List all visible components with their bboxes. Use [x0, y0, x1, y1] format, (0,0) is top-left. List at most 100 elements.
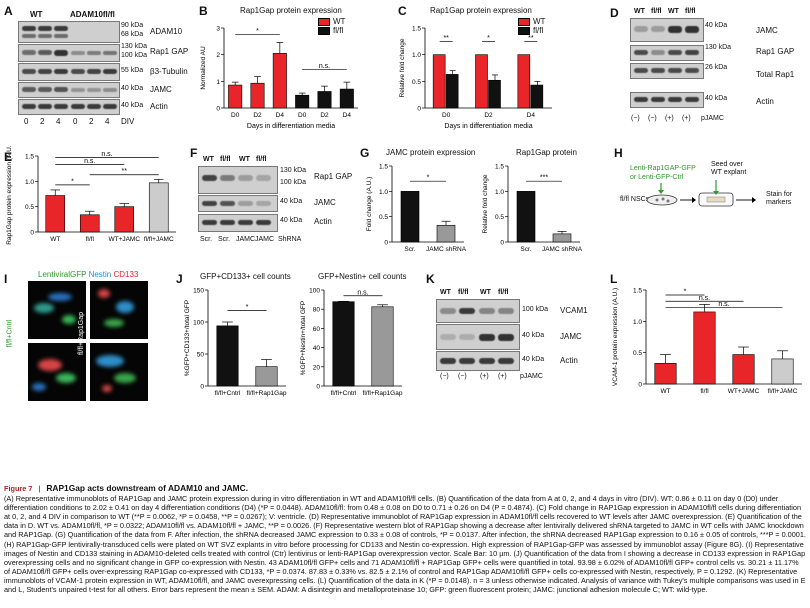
div-a-4b: 4 [105, 117, 110, 126]
marker-a-40b: 40 kDa [121, 102, 144, 109]
blot-band [440, 358, 456, 364]
cell-blob [104, 319, 124, 327]
panel-label-k: K [426, 272, 435, 286]
bar [488, 79, 501, 109]
blot-band [38, 104, 52, 109]
cell-blob [114, 373, 136, 383]
chart-j-right: 0 20 40 60 80 100%GFP+Nestin+/total GFP fl/fl+… [300, 288, 403, 398]
bar [771, 358, 794, 385]
bar [332, 301, 355, 387]
caption-heading: Figure 7 | RAP1Gap acts downstream of AD… [4, 483, 806, 494]
chart-g-right-title: Rap1Gap protein [516, 148, 577, 157]
y-tick-label: 1.0 [25, 179, 34, 186]
h-arrowhead-right [692, 197, 696, 203]
treat-k-label: pJAMC [520, 373, 543, 380]
y-tick-label: 1.0 [495, 189, 504, 196]
significance-label: * [684, 289, 687, 296]
y-tick-label: 0.5 [633, 350, 642, 357]
h-schematic [646, 180, 756, 207]
y-tick-label: 0 [200, 384, 204, 391]
legend-c-wt: WT [533, 17, 546, 26]
chart-g-right: 0 0.5 1.0 1.5 Relative fold change Scr. JAMC s… [482, 164, 583, 254]
bar [445, 74, 459, 109]
bar [517, 54, 531, 109]
blot-band [256, 201, 271, 206]
blot-d-rap1gap [630, 45, 704, 61]
bar [250, 82, 265, 109]
y-tick-label: 1.5 [25, 154, 34, 161]
y-tick-label: 100 [193, 320, 204, 327]
h-cells: fl/fl NSCs [620, 196, 650, 203]
caption-separator: | [38, 484, 41, 493]
legend-b: WT fl/fl [318, 17, 345, 35]
chart-b-title: Rap1Gap protein expression [240, 6, 342, 15]
legend-swatch-flfl [318, 26, 330, 35]
blot-f-rap1gap [198, 166, 278, 194]
i-header-cd133: CD133 [113, 270, 139, 279]
significance-label: * [246, 304, 249, 311]
y-tick-label: 0.5 [495, 214, 504, 221]
protein-f-jamc: JAMC [314, 198, 336, 207]
treat-f-3: JAMC [236, 236, 256, 243]
panel-label-a: A [4, 4, 13, 18]
bar [339, 88, 354, 109]
y-tick-label: 0 [417, 106, 421, 113]
treat-d-3: (+) [665, 115, 674, 122]
blot-band [440, 308, 456, 314]
treat-f-label: ShRNA [278, 236, 302, 243]
significance-label: ** [528, 35, 534, 42]
legend-b-flfl: fl/fl [333, 26, 344, 35]
x-tick-label: D0 [442, 112, 451, 119]
x-tick-label: D4 [343, 112, 352, 119]
blot-f-jamc [198, 195, 278, 212]
treat-k-1: (−) [440, 373, 449, 380]
protein-d-totalrap1: Total Rap1 [756, 70, 795, 79]
treat-d-4: (+) [682, 115, 691, 122]
div-a-0b: 0 [73, 117, 78, 126]
h-cell [661, 197, 665, 201]
marker-a-130: 130 kDa [121, 43, 148, 50]
y-tick-label: 2 [216, 52, 220, 59]
bar [317, 91, 332, 109]
marker-f-130: 130 kDa [280, 167, 307, 174]
blot-band [87, 69, 101, 74]
blot-band [498, 334, 514, 341]
i-header: LentiviralGFP Nestin CD133 [38, 270, 138, 279]
y-tick-label: 20 [313, 364, 321, 371]
blot-band [71, 51, 85, 55]
bar [552, 233, 572, 243]
treat-f-1: Scr. [200, 236, 213, 243]
i-row-2: fl/fl+Rap1Gap [78, 312, 85, 355]
y-axis-label: Rap1Gap protein expression (A.U.) [6, 146, 13, 245]
x-tick-label: WT [660, 388, 670, 395]
y-tick-label: 60 [313, 326, 321, 333]
blot-band [668, 50, 682, 55]
h-seed-2: WT explant [711, 169, 747, 176]
cell-blob [96, 355, 124, 367]
blot-a-jamc [18, 82, 120, 98]
bar [79, 214, 100, 233]
h-virus-ctrl: or Lenti-GFP-Ctrl [630, 174, 684, 181]
y-tick-label: 0 [384, 240, 388, 247]
bar [295, 94, 310, 109]
h-stain-1: Stain for [766, 191, 793, 198]
blot-band [103, 51, 117, 55]
blot-band [202, 201, 217, 206]
y-tick-label: 0 [500, 240, 504, 247]
cell-blob [38, 359, 62, 371]
blot-a-actin [18, 99, 120, 115]
protein-a-jamc: JAMC [150, 85, 172, 94]
blot-a-tubulin [18, 63, 120, 81]
blot-band [22, 104, 36, 109]
marker-k-100: 100 kDa [522, 306, 549, 313]
h-seed-1: Seed over [711, 161, 743, 168]
lane-k-3: WT [480, 289, 491, 296]
significance-label: n.s. [718, 301, 729, 308]
y-tick-label: 1.5 [495, 164, 504, 171]
bar [693, 311, 716, 385]
lane-d-2: fl/fl [651, 8, 662, 15]
blot-band [103, 104, 117, 109]
treat-k-2: (−) [458, 373, 467, 380]
micrograph-i-2 [90, 281, 148, 339]
x-tick-label: D4 [276, 112, 285, 119]
